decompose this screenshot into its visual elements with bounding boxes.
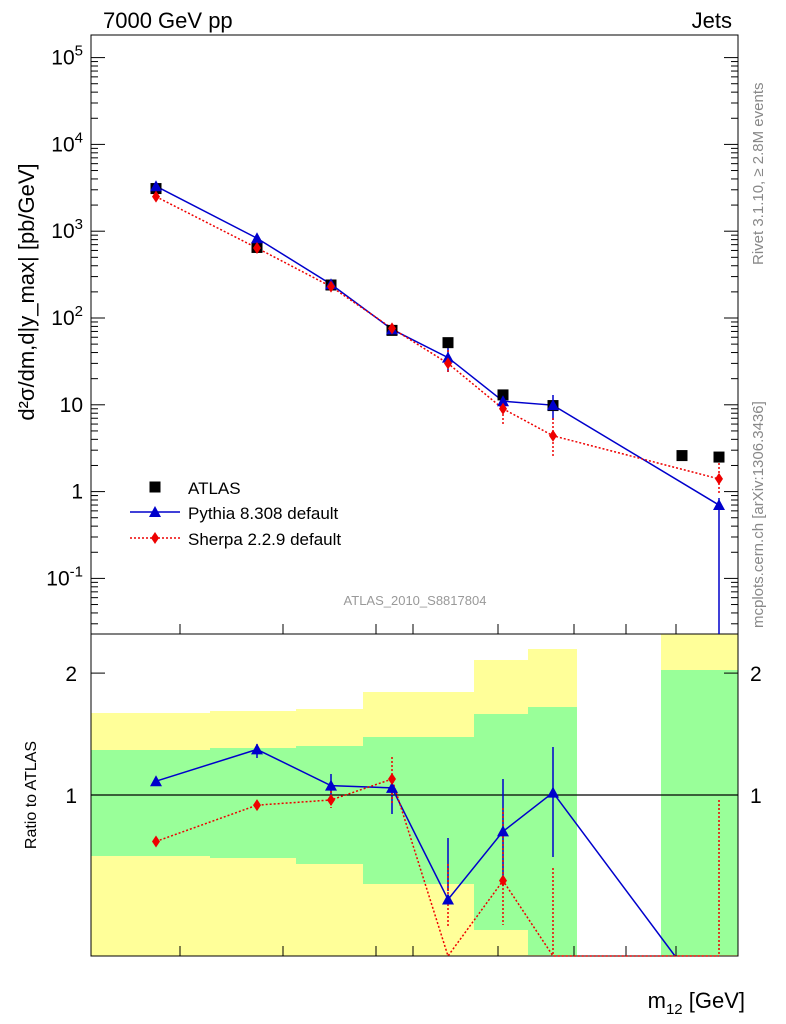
ratio-y-tick-label: 1: [65, 785, 77, 808]
legend-atlas-marker: [149, 481, 161, 493]
ratio-y-tick-label: 2: [65, 663, 77, 686]
pythia-data-point: [442, 351, 454, 363]
legend-atlas-label: ATLAS: [188, 479, 241, 498]
ratio-pythia-point: [547, 786, 559, 798]
ratio-pythia-point: [251, 743, 263, 755]
sherpa-data-point: [152, 190, 160, 203]
ratio-pythia-point: [386, 781, 398, 793]
pythia-data-point: [150, 180, 162, 192]
y-tick-label: 105: [51, 43, 83, 70]
y-tick-label: 10-1: [46, 563, 83, 590]
uncertainty-band-inner: [296, 746, 363, 864]
ratio-y-tick-label-right: 1: [750, 785, 762, 808]
uncertainty-band-inner: [91, 750, 210, 856]
atlas-data-point: [713, 451, 725, 463]
legend-sherpa-label: Sherpa 2.2.9 default: [188, 530, 341, 549]
y-tick-label: 104: [51, 129, 83, 156]
legend-sherpa-marker: [151, 532, 159, 544]
pythia-data-point: [251, 232, 263, 244]
ratio-pythia-point: [325, 779, 337, 791]
ratio-pythia-point: [442, 893, 454, 905]
ratio-sherpa-point: [152, 835, 160, 848]
uncertainty-band-inner: [474, 714, 528, 930]
legend-pythia-marker: [149, 506, 161, 517]
sherpa-data-point: [253, 242, 261, 255]
ratio-pythia-point: [497, 825, 509, 837]
ratio-y-tick-label-right: 2: [750, 663, 762, 686]
legend-pythia-label: Pythia 8.308 default: [188, 504, 339, 523]
atlas-data-point: [442, 337, 454, 349]
header-right-label: Jets: [691, 8, 732, 33]
uncertainty-band-inner: [363, 737, 474, 884]
header-left-label: 7000 GeV pp: [103, 8, 233, 33]
ratio-sherpa-point: [499, 874, 507, 887]
pythia-data-point: [497, 395, 509, 407]
y-tick-label: 102: [51, 303, 83, 330]
y-tick-label: 103: [51, 216, 83, 243]
ratio-sherpa-point: [327, 793, 335, 806]
sherpa-data-point: [327, 280, 335, 293]
y-tick-label: 10: [60, 394, 83, 417]
ratio-pythia-line: [155, 748, 676, 957]
ratio-y-axis-label: Ratio to ATLAS: [23, 741, 40, 849]
pythia-data-point: [547, 399, 559, 411]
x-axis-label: m12 [GeV]: [648, 988, 745, 1018]
pythia-data-point: [713, 499, 725, 511]
ratio-sherpa-point: [253, 799, 261, 812]
sherpa-data-point: [549, 429, 557, 442]
atlas-data-point: [676, 450, 688, 462]
ratio-pythia-point: [150, 775, 162, 787]
watermark-label: ATLAS_2010_S8817804: [344, 593, 487, 608]
atlas-data-point: [497, 389, 509, 401]
sherpa-data-point: [388, 322, 396, 335]
pythia-line: [155, 185, 720, 506]
sherpa-data-point: [444, 357, 452, 370]
sherpa-data-point: [499, 402, 507, 415]
ratio-sherpa-point: [388, 773, 396, 786]
sherpa-data-point: [715, 472, 723, 485]
ratio-sherpa-line: [155, 778, 719, 958]
y-tick-label: 1: [71, 481, 83, 504]
uncertainty-band-inner: [661, 670, 738, 955]
sherpa-line: [155, 195, 720, 480]
y-axis-label: d²σ/dm,d|y_max| [pb/GeV]: [14, 163, 39, 420]
